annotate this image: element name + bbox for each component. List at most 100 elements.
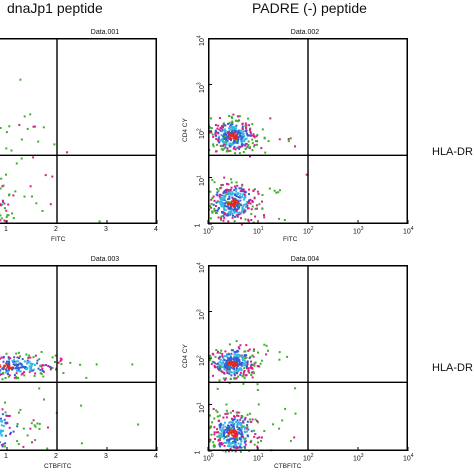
event-dot: [240, 187, 243, 190]
event-dot: [229, 188, 232, 191]
event-dot: [227, 370, 230, 373]
event-dot: [28, 370, 31, 373]
event-dot: [224, 142, 227, 145]
event-dot: [277, 191, 280, 194]
event-dot: [44, 174, 47, 177]
event-dot: [241, 210, 244, 213]
event-dot: [243, 364, 246, 367]
event-dot: [234, 185, 236, 188]
event-dot: [216, 365, 219, 368]
event-dot: [32, 125, 35, 128]
event-dot: [251, 138, 254, 141]
event-dot: [232, 367, 235, 370]
event-dot: [253, 145, 255, 148]
event-dot: [210, 433, 213, 436]
event-dot: [239, 371, 242, 374]
event-dot: [233, 139, 236, 142]
event-dot: [215, 431, 218, 434]
event-dot: [219, 202, 222, 205]
event-dot: [230, 181, 233, 184]
x-tick-label: 4: [154, 226, 158, 233]
event-dot: [239, 132, 242, 135]
event-dot: [247, 200, 250, 203]
event-dot: [240, 431, 243, 434]
event-dot: [255, 207, 258, 210]
event-dot: [241, 143, 244, 146]
event-dot: [250, 439, 253, 442]
event-dot: [235, 358, 238, 361]
event-dot: [222, 215, 225, 218]
event-dot: [242, 198, 245, 201]
event-dot: [238, 421, 241, 424]
event-dot: [228, 440, 230, 443]
event-dot: [233, 205, 236, 207]
event-dot: [211, 197, 214, 200]
event-dot: [228, 133, 230, 136]
event-dot: [245, 427, 248, 430]
event-dot: [228, 121, 231, 124]
event-dot: [232, 132, 235, 135]
event-dot: [233, 211, 236, 214]
event-dot: [62, 372, 65, 374]
event-dot: [15, 352, 18, 355]
event-dot: [53, 143, 56, 146]
event-dot: [17, 443, 20, 446]
event-dot: [0, 417, 2, 420]
event-dot: [231, 123, 234, 126]
event-dot: [235, 209, 238, 212]
event-dot: [237, 207, 240, 210]
event-dot: [233, 145, 236, 148]
event-dot: [35, 202, 38, 205]
event-dot: [236, 353, 238, 356]
event-dot: [209, 414, 211, 417]
event-dot: [209, 354, 212, 357]
event-dot: [236, 146, 239, 149]
event-dot: [209, 217, 212, 220]
event-dot: [220, 134, 223, 137]
event-dot: [257, 403, 260, 406]
event-dot: [234, 134, 237, 137]
event-dot: [223, 141, 226, 144]
event-dot: [251, 363, 254, 366]
event-dot: [34, 439, 37, 442]
event-dot: [229, 447, 232, 450]
event-dot: [243, 140, 246, 143]
event-dot: [1, 203, 3, 206]
event-dot: [213, 210, 216, 213]
event-dot: [261, 207, 264, 210]
event-dot: [229, 192, 232, 195]
event-dot: [11, 212, 14, 215]
event-dot: [211, 133, 214, 136]
y-axis-label-data-004: CD4 CY: [182, 344, 189, 368]
event-dot: [218, 414, 221, 417]
event-dot: [29, 427, 32, 430]
event-dot: [223, 133, 226, 136]
event-dot: [26, 127, 29, 130]
event-dot: [233, 127, 236, 130]
event-dot: [243, 430, 246, 433]
event-dot: [251, 376, 254, 379]
event-dot: [230, 349, 233, 352]
event-dot: [228, 382, 231, 385]
event-dot: [246, 367, 248, 370]
event-dot: [224, 366, 227, 369]
event-dot: [217, 200, 220, 203]
event-dot: [224, 428, 227, 431]
event-dot: [250, 364, 253, 367]
event-dot: [221, 371, 224, 373]
event-dot: [231, 421, 234, 423]
event-dot: [244, 437, 247, 440]
event-dot: [237, 138, 240, 141]
event-dot: [242, 205, 245, 208]
event-dot: [220, 361, 223, 364]
event-dot: [243, 357, 246, 360]
event-dot: [16, 360, 19, 363]
event-dot: [33, 424, 36, 427]
event-dot: [5, 173, 7, 176]
event-dot: [234, 441, 237, 444]
event-dot: [240, 364, 243, 367]
event-dot: [216, 188, 219, 191]
event-dot: [244, 447, 247, 450]
event-dot: [24, 366, 27, 368]
event-dot: [223, 435, 225, 437]
